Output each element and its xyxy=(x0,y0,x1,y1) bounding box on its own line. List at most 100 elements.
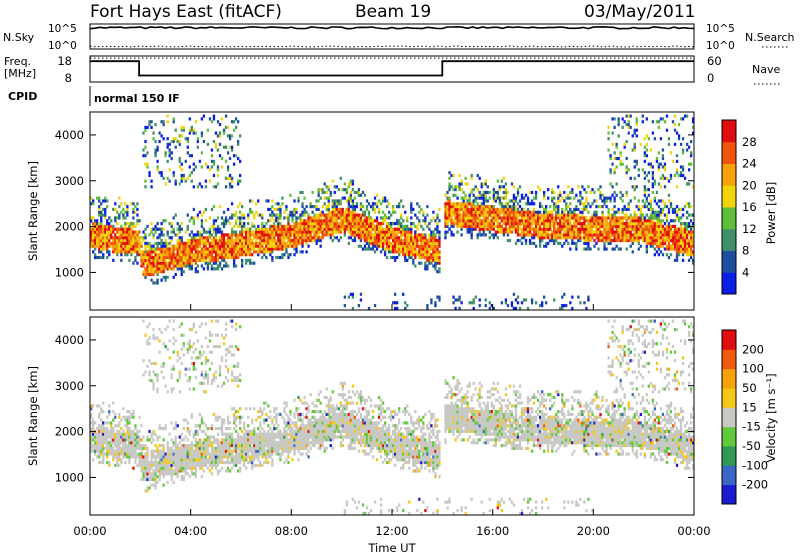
power-cell xyxy=(110,230,113,234)
power-cell xyxy=(643,137,646,141)
power-cell xyxy=(182,244,185,248)
power-cell xyxy=(402,224,405,228)
power-cell xyxy=(198,258,202,262)
power-cell xyxy=(156,148,159,152)
velocity-cell xyxy=(110,446,113,450)
power-cell xyxy=(446,207,449,211)
power-cell xyxy=(553,196,556,200)
velocity-cell xyxy=(100,435,103,439)
power-cell xyxy=(230,253,234,257)
power-cell xyxy=(238,224,242,228)
power-cell xyxy=(118,216,121,220)
power-cell xyxy=(685,244,689,248)
power-cell xyxy=(158,270,161,274)
power-cell xyxy=(510,301,514,305)
power-cell xyxy=(478,224,481,228)
power-cell xyxy=(450,219,453,223)
power-cell xyxy=(114,202,117,206)
power-cell xyxy=(512,224,516,228)
power-cell xyxy=(557,213,560,217)
power-cell xyxy=(573,219,576,223)
power-cell xyxy=(583,207,586,211)
power-cell xyxy=(659,250,663,254)
power-cell xyxy=(609,233,612,237)
power-cell xyxy=(551,216,554,220)
velocity-cell xyxy=(124,432,127,436)
power-cell xyxy=(309,224,312,228)
power-cell xyxy=(466,205,469,209)
power-cell xyxy=(681,230,685,234)
power-cell xyxy=(414,213,417,217)
power-cell xyxy=(289,253,292,257)
power-cell xyxy=(474,216,477,220)
power-cell xyxy=(206,236,210,240)
power-cell xyxy=(204,179,208,183)
power-cell xyxy=(236,156,240,161)
power-cell xyxy=(247,253,250,257)
power-cell xyxy=(92,216,95,220)
power-cell xyxy=(234,154,238,158)
power-cell xyxy=(615,224,618,228)
power-cell xyxy=(331,230,334,234)
power-cell xyxy=(144,250,147,254)
power-cell xyxy=(621,236,624,240)
power-cell xyxy=(418,238,421,243)
power-cell xyxy=(377,227,381,231)
power-cell xyxy=(100,202,103,206)
power-cell xyxy=(325,219,328,223)
velocity-cell xyxy=(138,458,141,462)
power-cell xyxy=(182,128,185,132)
power-cell xyxy=(379,238,383,243)
power-cell xyxy=(279,241,282,245)
power-cell xyxy=(647,230,650,234)
power-cell xyxy=(430,301,433,305)
velocity-cell xyxy=(112,427,115,431)
power-cell xyxy=(381,244,385,248)
power-cell xyxy=(347,216,351,220)
power-cell xyxy=(619,222,622,226)
power-cell xyxy=(651,233,655,237)
power-cell xyxy=(645,117,648,121)
power-cell xyxy=(247,258,250,262)
power-cell xyxy=(508,207,512,211)
power-cell xyxy=(480,210,483,214)
power-cell xyxy=(230,247,234,251)
power-cell xyxy=(154,241,157,245)
velocity-cell xyxy=(128,427,131,431)
power-cell xyxy=(367,306,371,310)
power-cell xyxy=(643,219,646,223)
power-cell xyxy=(162,227,165,231)
power-cell xyxy=(106,233,109,237)
power-cell xyxy=(178,247,181,251)
power-cell xyxy=(110,244,113,248)
power-cell xyxy=(146,255,149,260)
power-cell xyxy=(106,199,109,203)
power-cell xyxy=(220,230,224,234)
power-cell xyxy=(396,301,399,305)
power-cell xyxy=(506,213,510,217)
velocity-cell xyxy=(138,435,141,439)
power-cell xyxy=(428,227,431,231)
power-cell xyxy=(319,227,322,231)
power-cell xyxy=(621,219,624,223)
power-cell xyxy=(236,236,240,240)
velocity-cell xyxy=(96,427,99,431)
power-cell xyxy=(355,222,359,226)
power-cell xyxy=(424,238,427,243)
power-cell xyxy=(617,227,620,231)
power-cell xyxy=(444,236,447,240)
power-cell xyxy=(412,238,415,243)
power-cell xyxy=(661,165,665,169)
power-cell xyxy=(182,176,185,180)
power-cell xyxy=(406,233,409,237)
power-cell xyxy=(593,222,596,226)
power-cell xyxy=(305,222,308,226)
power-cell xyxy=(152,272,155,277)
power-cell xyxy=(416,216,419,220)
velocity-cell xyxy=(146,339,149,343)
power-cell xyxy=(230,134,234,138)
velocity-cell xyxy=(118,455,121,459)
power-cell xyxy=(486,199,489,203)
power-cell xyxy=(663,227,667,231)
power-cell xyxy=(365,233,369,237)
